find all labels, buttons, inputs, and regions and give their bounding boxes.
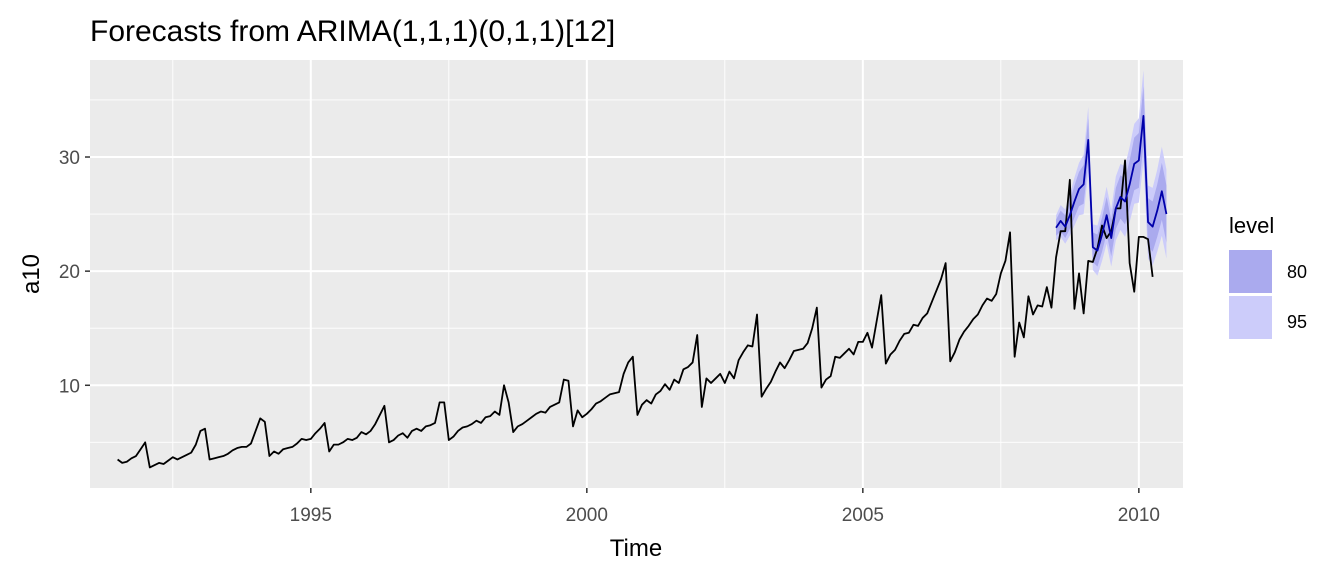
legend-key-80 [1229, 250, 1272, 293]
y-tick-label: 30 [59, 148, 80, 169]
y-axis: 10 20 30 [59, 148, 90, 397]
x-axis-title: Time [610, 535, 662, 562]
x-tick-label: 2010 [1118, 505, 1160, 526]
plot-panel [90, 60, 1183, 488]
legend-label-95: 95 [1287, 312, 1307, 332]
legend-title: level [1229, 213, 1274, 238]
forecast-band-95 [1056, 70, 1167, 276]
grid-minor [90, 60, 1183, 488]
chart-title: Forecasts from ARIMA(1,1,1)(0,1,1)[12] [90, 15, 615, 48]
forecast-mean-line [1055, 115, 1168, 252]
x-tick-label: 2005 [842, 505, 884, 526]
x-axis: 1995 2000 2005 2010 [290, 488, 1160, 526]
legend: level 80 95 [1229, 213, 1307, 339]
legend-key-95 [1229, 296, 1272, 339]
y-tick-label: 10 [59, 376, 80, 397]
y-axis-title: a10 [18, 254, 45, 294]
history-line [117, 159, 1154, 469]
y-tick-label: 20 [59, 262, 80, 283]
x-tick-label: 2000 [566, 505, 608, 526]
x-tick-label: 1995 [290, 505, 332, 526]
series-lines [117, 115, 1168, 469]
legend-label-80: 80 [1287, 262, 1307, 282]
